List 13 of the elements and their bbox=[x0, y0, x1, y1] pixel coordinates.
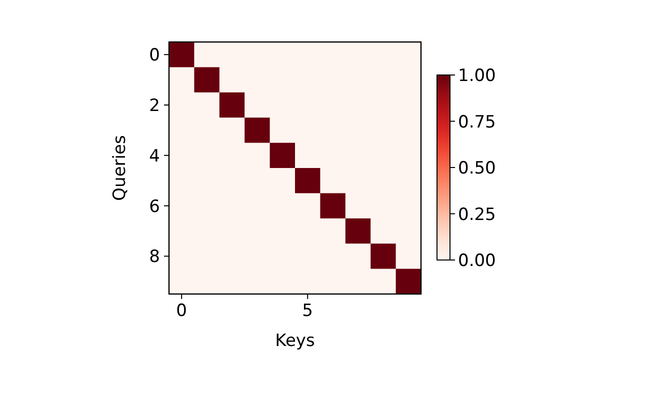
color-bar-label: 0.75 bbox=[458, 112, 496, 132]
y-tick-label: 8 bbox=[149, 247, 160, 268]
color-bar-label: 1.00 bbox=[458, 66, 496, 86]
x-tick-label: 5 bbox=[302, 301, 314, 321]
y-tick-label: 0 bbox=[149, 46, 160, 66]
y-tick-label: 4 bbox=[149, 146, 160, 166]
y-tick-label: 2 bbox=[149, 96, 160, 116]
color-bar-label: 0.00 bbox=[458, 251, 496, 271]
color-bar-label: 0.25 bbox=[458, 204, 496, 225]
y-tick-label: 6 bbox=[149, 196, 160, 217]
y-axis-title: Queries bbox=[110, 135, 130, 201]
x-axis-title: Keys bbox=[275, 331, 315, 351]
color-bar-label: 0.50 bbox=[458, 158, 496, 178]
